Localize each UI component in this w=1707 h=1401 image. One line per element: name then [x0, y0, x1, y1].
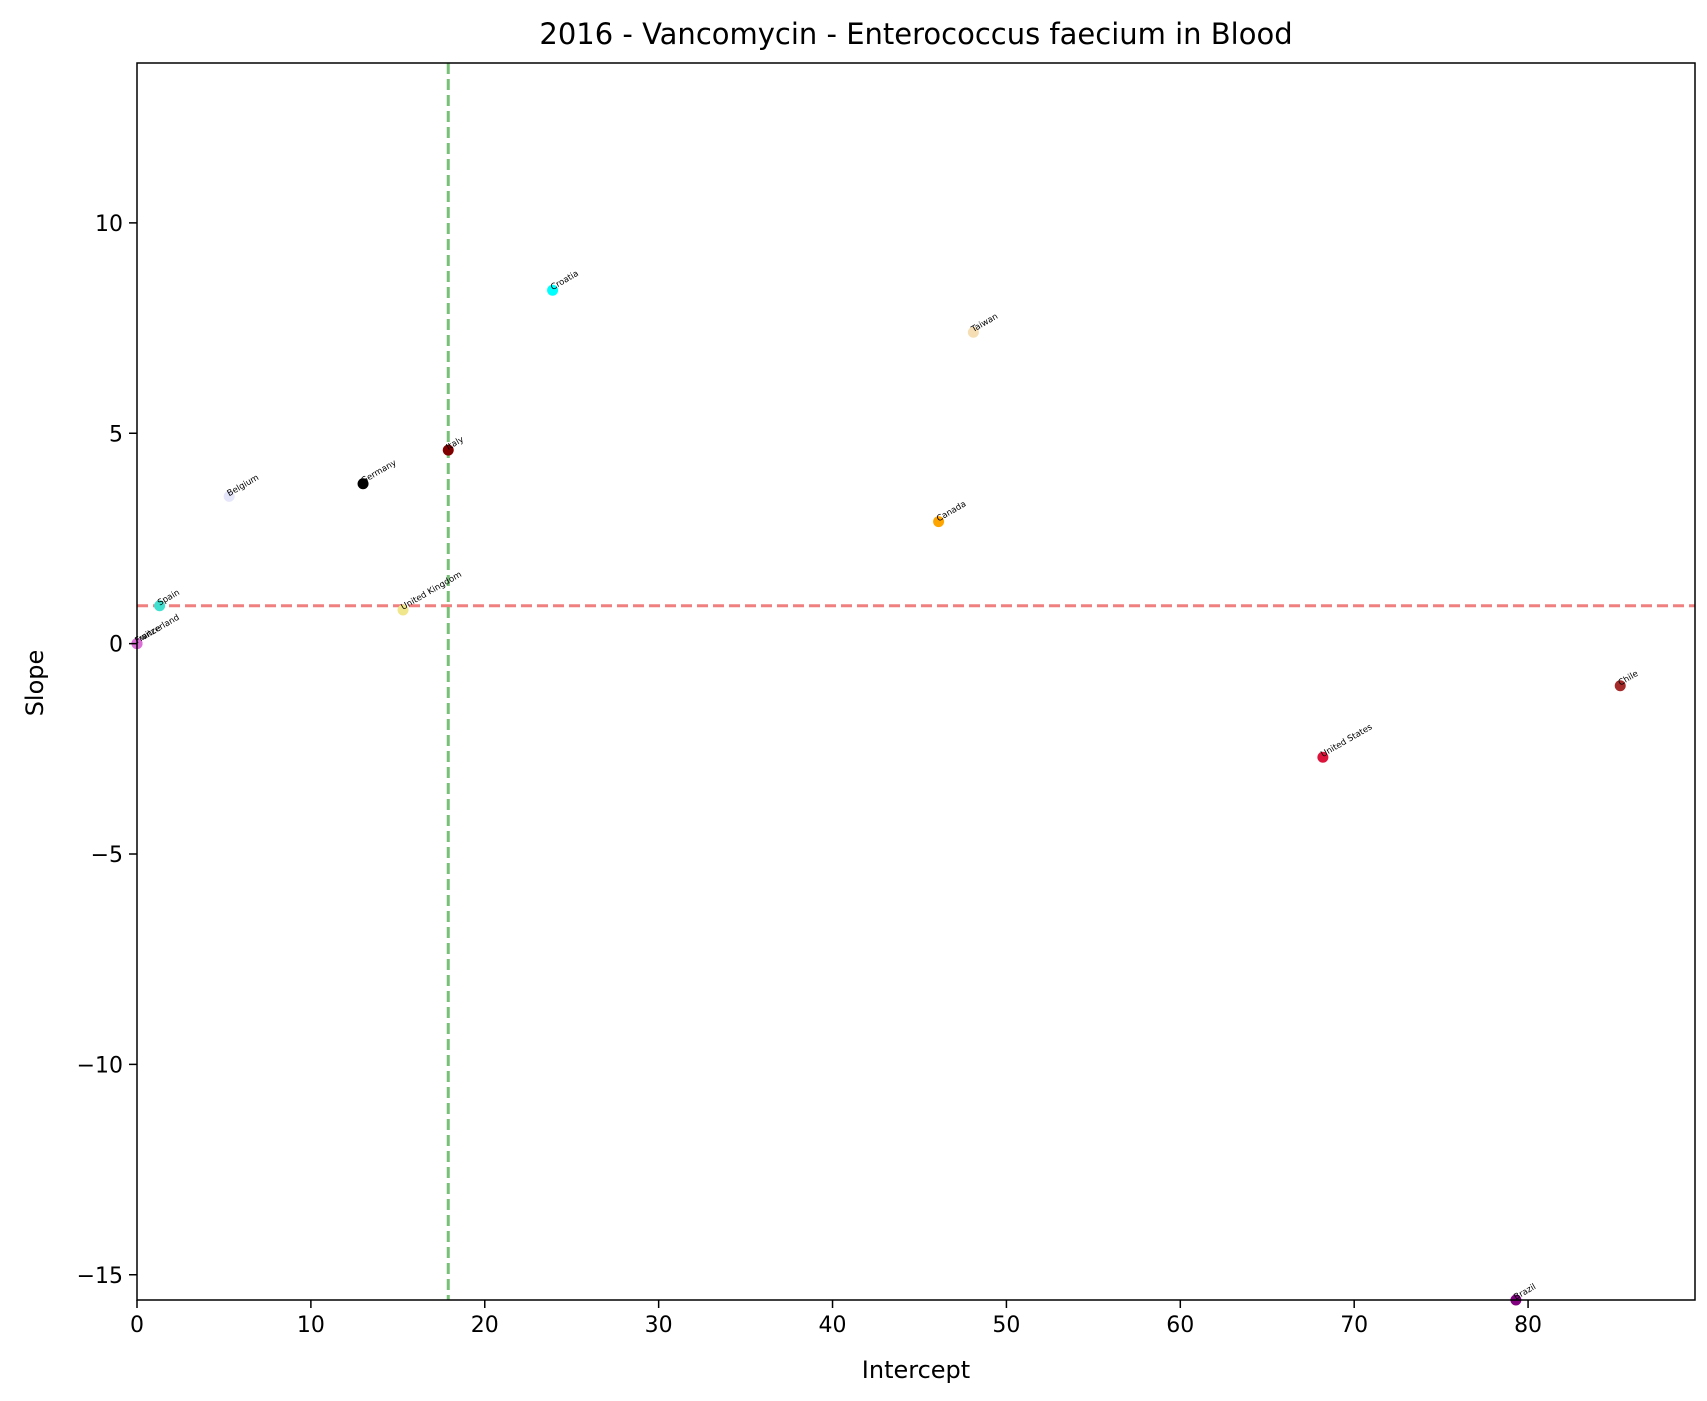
data-point-label: United States [1319, 722, 1374, 760]
data-point [223, 490, 235, 502]
data-point-label: Croatia [549, 269, 580, 293]
x-tick-label: 70 [1340, 1313, 1368, 1338]
y-axis-label: Slope [21, 650, 49, 717]
data-point-label: Chile [1617, 669, 1640, 688]
y-tick-label: 0 [109, 633, 123, 658]
plot-frame [136, 62, 1696, 1301]
data-point-label: Germany [360, 458, 399, 486]
x-tick-label: 40 [819, 1313, 847, 1338]
data-point [397, 604, 409, 616]
data-point-label: France [134, 623, 163, 646]
x-tick-label: 50 [992, 1313, 1020, 1338]
x-tick-label: 30 [645, 1313, 673, 1338]
x-tick-label: 80 [1514, 1313, 1542, 1338]
data-point [547, 284, 559, 296]
data-point-label: Canada [935, 499, 968, 524]
data-point [967, 326, 979, 338]
data-point [442, 444, 454, 456]
y-tick-label: −5 [91, 843, 123, 868]
y-tick-label: −10 [77, 1053, 123, 1078]
data-point [154, 600, 166, 612]
data-point [1317, 751, 1329, 763]
data-point [1614, 680, 1626, 692]
x-tick-label: 10 [297, 1313, 325, 1338]
y-tick-label: 5 [109, 422, 123, 447]
x-axis-label: Intercept [862, 1356, 970, 1384]
data-point [933, 516, 945, 528]
x-tick-label: 0 [130, 1313, 144, 1338]
x-tick-label: 20 [471, 1313, 499, 1338]
y-tick-label: −15 [77, 1264, 123, 1289]
data-point-label: Taiwan [969, 312, 1000, 336]
data-point [357, 478, 369, 490]
y-tick-label: 10 [95, 212, 123, 237]
data-point-label: Belgium [226, 473, 261, 499]
plot-area: CroatiaTaiwanItalyGermanyBelgiumCanadaSp… [77, 62, 1696, 1338]
chart-title: 2016 - Vancomycin - Enterococcus faecium… [539, 17, 1292, 51]
x-tick-label: 60 [1166, 1313, 1194, 1338]
